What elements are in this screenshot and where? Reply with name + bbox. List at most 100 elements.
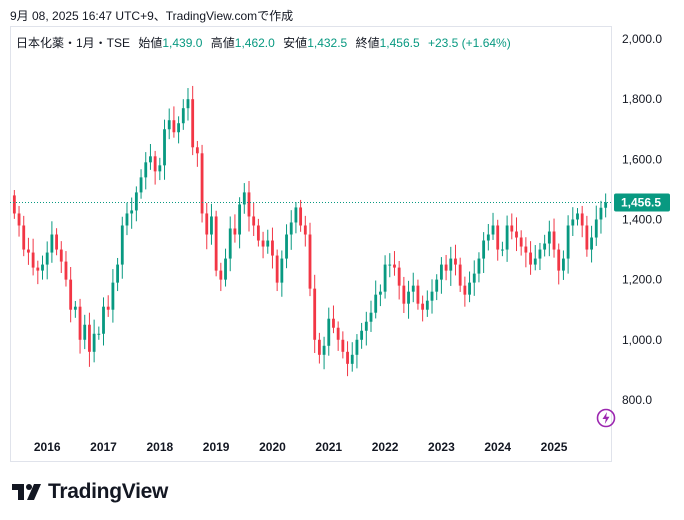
candle-body — [200, 153, 204, 214]
candle-body — [416, 285, 420, 304]
candle — [322, 336, 326, 370]
candle-body — [458, 264, 462, 286]
candle — [252, 202, 256, 237]
candle-body — [134, 192, 138, 211]
candle — [369, 300, 373, 332]
candle — [130, 197, 134, 229]
tradingview-brand[interactable]: TradingView — [12, 480, 168, 504]
candle-body — [599, 207, 603, 220]
candle-body — [299, 207, 303, 226]
candle-body — [543, 243, 547, 250]
candle — [552, 218, 556, 258]
candle-body — [350, 354, 354, 364]
candle-body — [106, 306, 110, 310]
candle-body — [27, 249, 30, 253]
candle — [238, 197, 242, 249]
brand-name: TradingView — [48, 480, 169, 503]
candle — [266, 229, 270, 254]
time-axis[interactable]: 2016 2017 2018 2019 2020 2021 2022 2023 2024 2025 — [34, 440, 568, 454]
candle-body — [510, 225, 514, 232]
candle-body — [88, 324, 91, 352]
candle-body — [378, 291, 382, 295]
candle — [149, 143, 152, 170]
x-tick-label: 2020 — [259, 440, 286, 454]
candle-body — [562, 258, 565, 271]
candle — [472, 260, 476, 296]
candle-body — [224, 258, 227, 280]
candle — [111, 269, 115, 323]
candle-body — [242, 192, 246, 205]
candle-body — [195, 147, 199, 154]
candle-body — [594, 219, 598, 238]
candle — [430, 279, 434, 314]
candle — [275, 249, 279, 292]
candle — [78, 298, 82, 354]
candle — [181, 99, 185, 130]
candle — [125, 202, 129, 236]
candle-body — [477, 258, 481, 274]
candle-body — [360, 330, 364, 340]
candle — [36, 260, 40, 285]
candle — [167, 108, 171, 140]
x-tick-label: 2022 — [372, 440, 399, 454]
candle-body — [439, 264, 443, 280]
candle — [562, 250, 565, 280]
candle — [219, 262, 223, 292]
candle-body — [144, 162, 148, 178]
high-label: 高値 — [210, 36, 235, 50]
candle — [510, 213, 514, 240]
candle-body — [407, 291, 410, 304]
y-tick-label: 1,000.0 — [622, 333, 662, 347]
ohlc-legend: 日本化薬・1月・TSE 始値1,439.0 高値1,462.0 安値1,432.… — [16, 34, 511, 51]
candlestick-chart[interactable]: 800.0 1,000.0 1,200.0 1,400.0 1,600.0 1,800.0… — [0, 0, 684, 470]
candle — [45, 241, 49, 280]
candle-body — [191, 99, 195, 148]
candle — [543, 234, 547, 257]
candle — [421, 295, 425, 322]
candle — [210, 203, 213, 245]
tradingview-logo-icon — [12, 484, 41, 500]
candle — [186, 88, 190, 121]
candle-body — [501, 249, 504, 251]
candle-body — [421, 303, 425, 310]
candle-body — [524, 246, 528, 253]
candle-body — [332, 318, 335, 328]
candle-body — [604, 202, 608, 208]
candle — [519, 230, 523, 256]
candle — [69, 266, 73, 323]
timestamp-header: 9月 08, 2025 16:47 UTC+9、TradingView.comで… — [10, 9, 294, 23]
candle — [590, 225, 593, 263]
candle-body — [566, 225, 570, 259]
candle-body — [64, 261, 68, 280]
candle — [388, 253, 392, 278]
candle-body — [402, 285, 406, 304]
candle-body — [120, 225, 124, 265]
candle-body — [285, 234, 288, 259]
candle — [247, 180, 251, 232]
candle — [83, 314, 87, 350]
candle — [308, 222, 312, 297]
lightning-icon[interactable] — [596, 408, 616, 428]
candle-body — [294, 207, 298, 223]
candle — [228, 216, 232, 272]
candle-body — [590, 237, 593, 250]
candle-body — [41, 264, 44, 271]
x-tick-label: 2025 — [541, 440, 568, 454]
candle-body — [266, 240, 270, 247]
chart-pane[interactable] — [10, 26, 612, 462]
candle — [102, 297, 105, 346]
candle — [355, 334, 359, 369]
y-tick-label: 1,600.0 — [622, 152, 662, 166]
candle — [477, 252, 481, 283]
candle — [200, 144, 204, 223]
candle — [191, 85, 195, 156]
candle-body — [585, 225, 589, 250]
close-value: 1,456.5 — [379, 36, 420, 50]
candle — [486, 223, 490, 251]
price-axis[interactable]: 800.0 1,000.0 1,200.0 1,400.0 1,600.0 1,800.0… — [622, 32, 662, 407]
candle-body — [149, 156, 152, 163]
candle — [383, 255, 387, 299]
candle — [280, 250, 284, 297]
open-label: 始値 — [138, 36, 163, 50]
candle-body — [515, 231, 518, 238]
